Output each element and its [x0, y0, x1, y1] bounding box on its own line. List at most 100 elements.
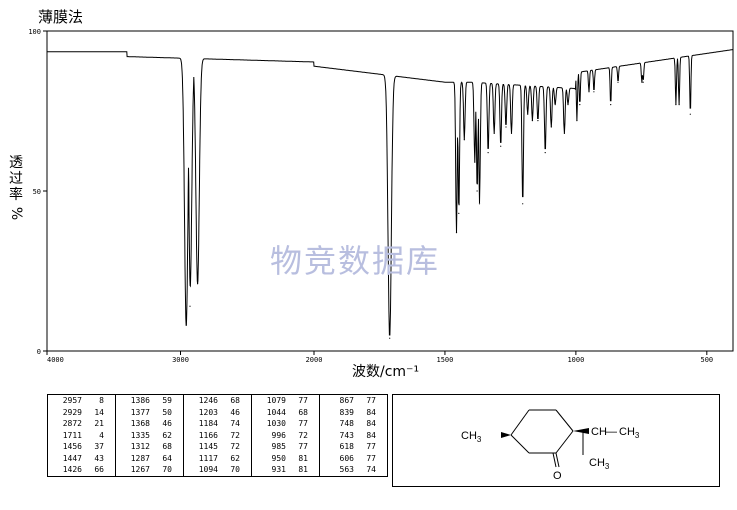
spectrum-line	[47, 49, 733, 336]
peak-table-cell: 1377 50	[115, 406, 184, 418]
ch-right-label: CH	[591, 426, 607, 438]
peak-point	[522, 203, 524, 205]
chart-title: 薄膜法	[38, 8, 84, 26]
peak-table-cell: 1246 68	[183, 394, 252, 407]
peak-point	[642, 81, 644, 83]
peak-wavenumber: 2929	[62, 407, 82, 417]
peak-wavenumber: 996	[271, 430, 286, 440]
peak-table-cell: 985 77	[251, 441, 320, 453]
peak-transmittance: 77	[298, 419, 308, 428]
peak-table-cell: 1044 68	[251, 406, 320, 418]
wedge-bond-left	[501, 432, 511, 438]
structure-panel: CH3 CH — CH3 CH3 O	[392, 394, 720, 487]
peak-point	[474, 161, 476, 163]
peak-point	[576, 120, 578, 122]
peak-table-cell: 2929 14	[47, 406, 116, 418]
peak-transmittance: 66	[94, 465, 104, 474]
peak-table-cell: 1203 46	[183, 406, 252, 418]
peak-table-cell: 1386 59	[115, 394, 184, 407]
peak-point	[567, 104, 569, 106]
peak-point	[593, 91, 595, 93]
peak-table-cell: 1079 77	[251, 394, 320, 407]
peak-wavenumber: 743	[339, 430, 354, 440]
bond-dash: —	[606, 426, 617, 438]
peak-wavenumber: 1246	[198, 396, 218, 405]
peak-point	[641, 81, 643, 83]
peak-transmittance: 84	[366, 407, 376, 417]
peak-table-row: 1711 4 1335 62 1166 72 996 72 743 84	[47, 429, 388, 441]
peak-table-cell: 996 72	[251, 429, 320, 441]
peak-table-cell: 1030 77	[251, 418, 320, 430]
peak-wavenumber: 1711	[62, 430, 82, 440]
peak-table-cell: 839 84	[319, 406, 388, 418]
peak-point	[487, 152, 489, 154]
peak-transmittance: 77	[298, 442, 308, 451]
peak-wavenumber: 563	[339, 465, 354, 474]
peak-wavenumber: 748	[339, 419, 354, 428]
peak-table-row: 2872 21 1368 46 1184 74 1030 77 748 84	[47, 418, 388, 430]
peak-table-cell: 2872 21	[47, 418, 116, 430]
peak-wavenumber: 606	[339, 453, 354, 463]
peak-point	[675, 104, 677, 106]
peak-table-row: 1456 37 1312 68 1145 72 985 77 618 77	[47, 441, 388, 453]
peak-transmittance: 81	[298, 465, 308, 474]
peak-table-cell: 1711 4	[47, 429, 116, 441]
x-tick-label: 3000	[172, 356, 189, 364]
x-tick-label: 500	[700, 356, 713, 364]
ylabel-char-3: 率	[9, 187, 23, 203]
peak-wavenumber: 2872	[62, 419, 82, 428]
peak-transmittance: 72	[230, 430, 240, 440]
x-tick-label: 4000	[47, 356, 64, 364]
y-tick-label: 100	[28, 28, 41, 36]
peak-table-cell: 1335 62	[115, 429, 184, 441]
peak-table-row: 2957 8 1386 59 1246 68 1079 77 867 77	[47, 394, 388, 407]
peak-table-row: 2929 14 1377 50 1203 46 1044 68 839 84	[47, 406, 388, 418]
peak-table-cell: 867 77	[319, 394, 388, 407]
peak-point	[510, 132, 513, 134]
peak-point	[389, 337, 391, 339]
peak-point	[563, 132, 566, 134]
peak-table-cell: 931 81	[251, 464, 320, 476]
peak-transmittance: 70	[162, 465, 172, 474]
peak-transmittance: 77	[366, 453, 376, 463]
peak-table-cell: 950 81	[251, 452, 320, 464]
peak-wavenumber: 1386	[130, 396, 150, 405]
peak-transmittance: 4	[99, 430, 104, 440]
ylabel-unit: %	[8, 206, 25, 221]
peak-wavenumber: 1456	[62, 442, 82, 451]
peak-transmittance: 46	[230, 407, 240, 417]
peak-point	[197, 283, 199, 285]
peak-transmittance: 37	[94, 442, 104, 451]
peak-table: 2957 8 1386 59 1246 68 1079 77 867 77 2929 14 1377 50…	[47, 394, 388, 477]
peak-wavenumber: 2957	[62, 396, 82, 405]
peak-transmittance: 74	[230, 419, 240, 428]
peak-table-cell: 1368 46	[115, 418, 184, 430]
peak-point	[463, 139, 465, 141]
peak-point	[476, 190, 478, 192]
peak-point	[189, 305, 191, 307]
peak-table-row: 1447 43 1287 64 1117 62 950 81 606 77	[47, 452, 388, 464]
ylabel-char-1: 透	[9, 155, 23, 171]
peak-table-cell: 563 74	[319, 464, 388, 476]
x-tick-label: 1000	[567, 356, 584, 364]
peak-wavenumber: 1447	[62, 453, 82, 463]
peak-wavenumber: 931	[271, 465, 286, 474]
peak-transmittance: 77	[366, 396, 376, 405]
peak-table-cell: 606 77	[319, 452, 388, 464]
peak-transmittance: 81	[298, 453, 308, 463]
ch3-left-label: CH3	[461, 430, 482, 444]
peak-wavenumber: 1335	[130, 430, 150, 440]
peak-table-cell: 1287 64	[115, 452, 184, 464]
peak-transmittance: 68	[162, 442, 172, 451]
peak-wavenumber: 985	[271, 442, 286, 451]
peak-transmittance: 72	[298, 430, 308, 440]
peak-transmittance: 77	[366, 442, 376, 451]
watermark: 物竞数据库	[270, 242, 441, 280]
peak-wavenumber: 1287	[130, 453, 150, 463]
peak-table-cell: 1447 43	[47, 452, 116, 464]
peak-transmittance: 64	[162, 453, 172, 463]
peak-wavenumber: 1030	[266, 419, 286, 428]
peak-wavenumber: 1094	[198, 465, 218, 474]
